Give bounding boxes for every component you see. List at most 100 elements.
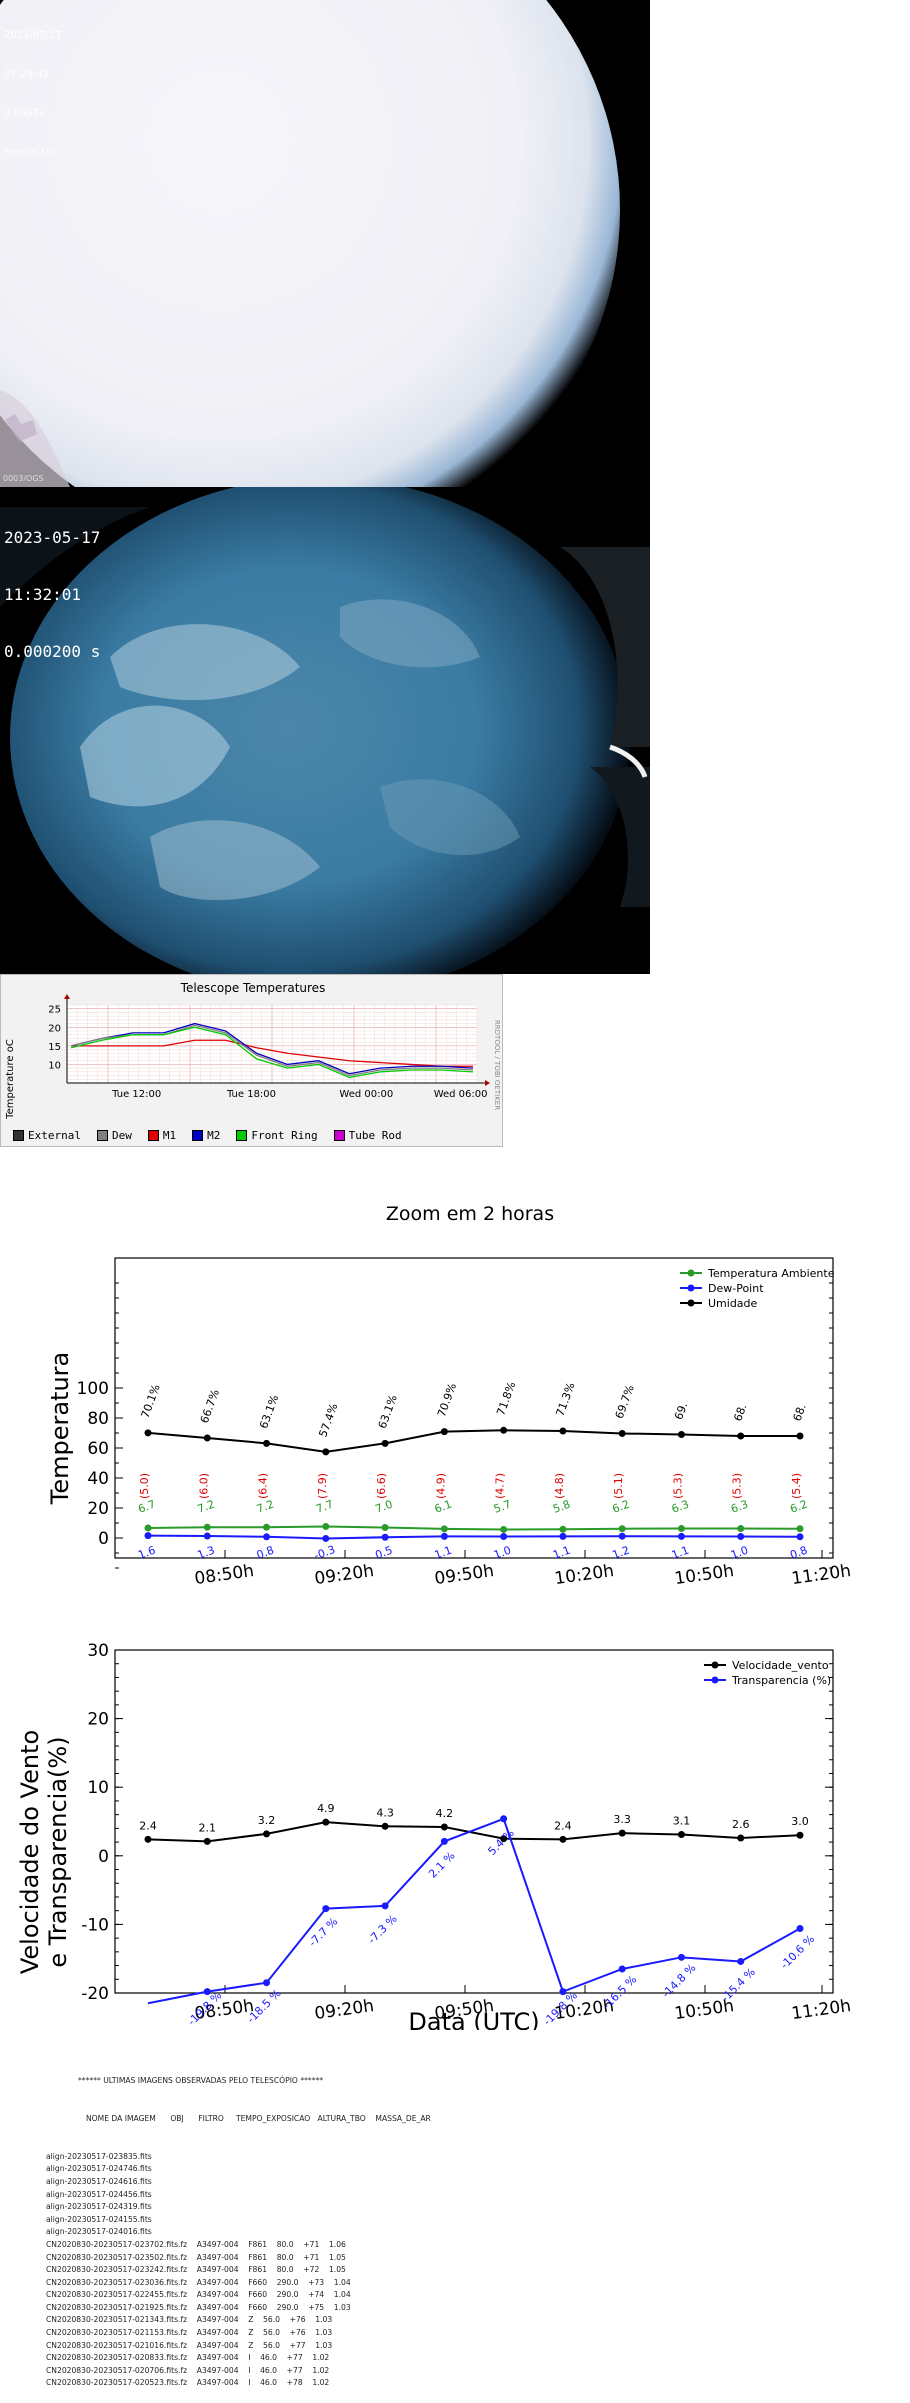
zoom-point-dew-point	[796, 1533, 804, 1541]
wind-point-velocidade-vento	[440, 1823, 448, 1831]
wind-xtick-label: 09:20h	[313, 1996, 375, 2024]
zoom-point-dew-point	[677, 1532, 685, 1540]
zoom-legend-label: Umidade	[708, 1297, 758, 1310]
zoom-point-dew-point	[203, 1532, 211, 1540]
zoom-point-dew-point	[559, 1532, 567, 1540]
zoom-humidity-label: 71.3%	[554, 1381, 578, 1418]
zoom-humidity-label: 63.1%	[257, 1393, 281, 1430]
wind-ylabel-line2: e Transparencia(%)	[44, 1736, 72, 1967]
wind-series-velocidade-vento	[147, 1821, 801, 1843]
zoom-ytick-label: 60	[87, 1439, 109, 1459]
zoom-temp-label: 7.7	[314, 1498, 335, 1516]
zoom-point-umidade	[559, 1427, 567, 1435]
zoom-point-temperatura-ambiente	[618, 1525, 626, 1533]
image-log: ****** ULTIMAS IMAGENS OBSERVADAS PELO T…	[46, 2050, 431, 2403]
zoom-dewdiff-label: (4.9)	[434, 1473, 447, 1499]
zoom-temp-label: 7.2	[255, 1498, 276, 1516]
zoom-point-dew-point	[737, 1533, 745, 1540]
wind-legend: Velocidade_vento Transparencia (%)	[700, 1654, 831, 1690]
tt-xtick-label: Tue 18:00	[226, 1089, 276, 1100]
zoom-point-dew-point	[381, 1533, 389, 1541]
wind-point-velocidade-vento	[796, 1831, 804, 1839]
zoom-point-dew-point	[144, 1532, 152, 1540]
zoom-point-dew-point	[263, 1533, 271, 1541]
wind-transparency-label: -15.4 %	[719, 1965, 758, 2004]
zoom-dew-label: 1.2	[611, 1544, 632, 1562]
zoom-xtick-label: 09:50h	[433, 1561, 495, 1589]
cam2-time: 11:32:01	[4, 585, 82, 604]
zoom-dewdiff-label: (7.9)	[316, 1473, 329, 1499]
wind-point-transparencia-	[737, 1957, 745, 1965]
zoom-dew-label: 1.3	[196, 1544, 217, 1562]
zoom-point-dew-point	[500, 1533, 508, 1540]
tt-series-m2	[70, 1022, 474, 1075]
allsky-image-1	[0, 0, 650, 487]
zoom-point-umidade	[500, 1426, 508, 1434]
log-row: CN2020830-20230517-020706.fits.fz A3497-…	[46, 2365, 330, 2375]
zoom-humidity-label: 63.1%	[376, 1393, 400, 1430]
tt-xtick-label: Tue 12:00	[111, 1089, 161, 1100]
tt-legend-label: M2	[207, 1129, 221, 1142]
cam1-heater-status: Heater On	[4, 147, 56, 158]
zoom-legend-marker	[687, 1269, 695, 1277]
zoom-point-umidade	[677, 1431, 685, 1438]
zoom-xtick-label: 08:50h	[193, 1561, 255, 1589]
telescope-temperatures-chart: Telescope Temperatures Temperature oC RR…	[0, 974, 503, 1147]
zoom-point-temperatura-ambiente	[203, 1523, 211, 1531]
zoom-dew-label: 0.8	[788, 1544, 809, 1562]
tt-ytick-label: 20	[48, 1023, 61, 1034]
zoom-point-temperatura-ambiente	[559, 1525, 567, 1533]
tt-legend-swatch	[13, 1130, 24, 1141]
wind-point-transparencia-	[618, 1965, 626, 1973]
zoom-temp-label: 6.2	[788, 1498, 809, 1516]
tt-title: Telescope Temperatures	[180, 981, 326, 995]
zoom-dew-label: 1.0	[729, 1544, 750, 1562]
wind-point-velocidade-vento	[322, 1818, 330, 1826]
tt-legend-label: M1	[162, 1129, 177, 1142]
wind-legend-label: Transparencia (%)	[731, 1674, 831, 1687]
zoom-dewdiff-label: (5.1)	[612, 1473, 625, 1499]
tt-side-label: RRDTOOL / TOBI OETIKER	[493, 1020, 501, 1110]
zoom-dewdiff-label: (4.7)	[494, 1473, 507, 1499]
zoom-temp-label: 7.2	[196, 1498, 217, 1516]
log-rows: align-20230517-023835.fits align-20230517…	[46, 2151, 431, 2390]
wind-point-transparencia-	[677, 1953, 685, 1961]
wind-transparency-label: -7.3 %	[365, 1912, 399, 1946]
zoom-dew-label: -0.3	[312, 1543, 337, 1563]
wind-point-velocidade-vento	[203, 1837, 211, 1845]
zoom-dewdiff-label: (5.3)	[671, 1473, 684, 1499]
allsky-image-2	[0, 487, 650, 974]
cam1-date: 2023/05/17	[4, 30, 62, 41]
cam1-exposure: 0.0597s	[4, 108, 45, 119]
log-row: CN2020830-20230517-021343.fits.fz A3497-…	[46, 2315, 333, 2325]
zoom-xtick-label: 09:20h	[313, 1561, 375, 1589]
wind-point-transparencia-	[500, 1815, 508, 1823]
wind-legend-marker	[711, 1676, 719, 1684]
zoom-dew-label: 1.0	[492, 1544, 513, 1562]
wind-point-velocidade-vento	[381, 1822, 389, 1830]
zoom-xtick-label: 11:20h	[790, 1561, 852, 1589]
zoom-point-dew-point	[322, 1534, 330, 1542]
tt-xtick-label: Wed 06:00	[434, 1089, 488, 1100]
zoom-series-dew-point	[147, 1534, 801, 1540]
wind-value-label: 3.1	[673, 1815, 691, 1828]
tt-xtick-label: Wed 00:00	[339, 1089, 393, 1100]
zoom-ytick-label: 40	[87, 1469, 109, 1489]
tt-ytick-label: 15	[48, 1042, 61, 1053]
log-row: align-20230517-024155.fits	[46, 2214, 152, 2224]
tt-legend-swatch	[236, 1130, 248, 1141]
zoom-xtick-label: 10:20h	[553, 1561, 615, 1589]
zoom-point-temperatura-ambiente	[263, 1523, 271, 1531]
tt-ylabel: Temperature oC	[5, 1039, 16, 1120]
wind-series-transparencia-	[147, 1817, 801, 2005]
wind-value-label: 4.3	[376, 1806, 394, 1819]
zoom-ytick-label: 0	[98, 1529, 109, 1549]
log-row: align-20230517-024746.fits	[46, 2164, 152, 2174]
zoom-legend: Temperatura Ambiente Dew-Point Umidade	[676, 1262, 835, 1312]
wind-point-velocidade-vento	[500, 1835, 508, 1843]
tt-ytick-label: 25	[48, 1005, 61, 1016]
wind-point-transparencia-	[322, 1905, 330, 1913]
tt-legend-label: Tube Rod	[348, 1129, 402, 1142]
zoom-humidity-label: 68.	[731, 1402, 749, 1423]
log-header: ****** ULTIMAS IMAGENS OBSERVADAS PELO T…	[78, 2076, 324, 2086]
